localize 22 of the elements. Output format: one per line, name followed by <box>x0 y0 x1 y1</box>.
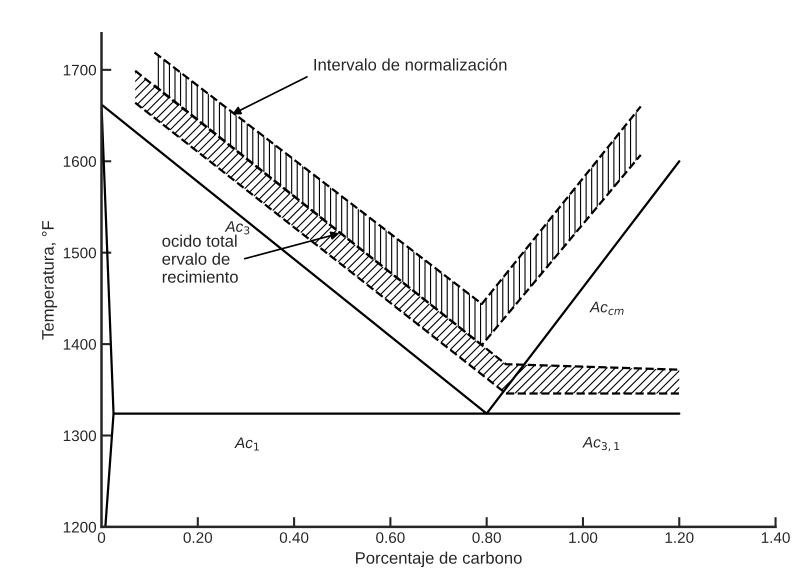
x-tick-label: 1.20 <box>666 532 694 544</box>
y-tick-label: 1400 <box>64 338 96 350</box>
x-tick-label: 0.80 <box>472 532 501 544</box>
series-label: Ac$_{3}$ <box>224 221 250 234</box>
x-tick-label: 1.00 <box>569 532 598 544</box>
x-tick-label: 0 <box>98 532 106 544</box>
y-tick-label: 1700 <box>64 64 96 76</box>
x-tick-label: 0.60 <box>376 532 405 544</box>
y-axis-title: Temperatura, °F <box>42 220 58 340</box>
annotation: ocido total ervalo de recimiento <box>162 234 238 283</box>
series-label: Ac$_{1}$ <box>234 438 259 451</box>
annotation: Intervalo de normalización <box>314 58 506 71</box>
series-label: Ac$_{cm}$ <box>589 302 624 315</box>
x-axis-title: Porcentaje de carbono <box>356 552 522 568</box>
x-tick-label: 1.40 <box>762 532 790 544</box>
y-tick-label: 1200 <box>64 522 96 533</box>
y-tick-label: 1300 <box>64 430 96 442</box>
y-tick-label: 1500 <box>64 248 96 258</box>
y-tick-label: 1600 <box>64 156 96 167</box>
x-tick-label: 0.40 <box>280 532 308 544</box>
annotation: Ac$_{3,1}$ <box>582 436 620 452</box>
x-tick-label: 0.20 <box>184 532 212 544</box>
